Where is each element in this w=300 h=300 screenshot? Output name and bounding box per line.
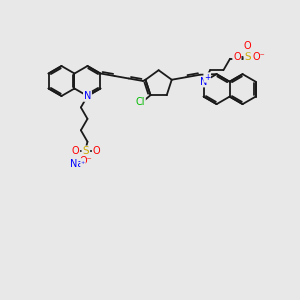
- Text: N: N: [200, 76, 207, 87]
- Text: O: O: [233, 52, 241, 62]
- Text: Cl: Cl: [136, 98, 145, 107]
- Text: O: O: [93, 146, 100, 156]
- Text: O: O: [244, 41, 251, 52]
- Text: +: +: [204, 73, 210, 82]
- Text: O⁻: O⁻: [80, 156, 92, 166]
- Text: N: N: [84, 91, 91, 101]
- Text: O: O: [72, 146, 79, 156]
- Text: O⁻: O⁻: [252, 52, 265, 62]
- Text: S: S: [83, 146, 89, 156]
- Text: S: S: [244, 52, 251, 62]
- Text: ⁺: ⁺: [81, 160, 85, 169]
- Text: Na: Na: [70, 159, 84, 169]
